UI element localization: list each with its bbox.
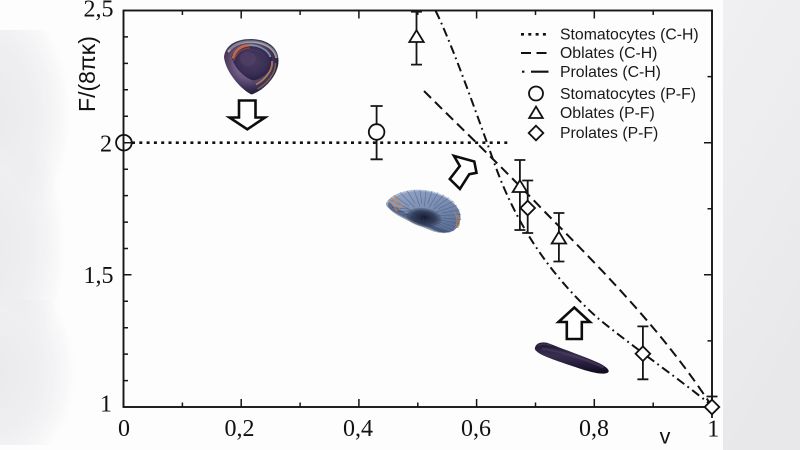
svg-text:2,5: 2,5: [84, 0, 114, 22]
svg-text:0: 0: [118, 416, 130, 442]
svg-text:0,4: 0,4: [343, 416, 373, 442]
svg-text:Oblates (C-H): Oblates (C-H): [560, 45, 657, 62]
svg-text:Prolates (C-H): Prolates (C-H): [560, 64, 661, 81]
svg-text:0,6: 0,6: [461, 416, 491, 442]
svg-text:Stomatocytes (C-H): Stomatocytes (C-H): [560, 27, 699, 44]
svg-text:F/(8πκ): F/(8πκ): [74, 36, 100, 112]
svg-text:v: v: [660, 425, 671, 449]
svg-text:1: 1: [100, 392, 112, 418]
svg-text:0,2: 0,2: [225, 416, 255, 442]
svg-text:2: 2: [100, 131, 112, 157]
svg-text:1: 1: [707, 417, 719, 443]
svg-text:0,8: 0,8: [579, 416, 609, 442]
svg-text:Stomatocytes (P-F): Stomatocytes (P-F): [560, 86, 696, 103]
svg-text:Oblates (P-F): Oblates (P-F): [560, 105, 655, 122]
svg-text:1,5: 1,5: [84, 263, 114, 289]
svg-text:Prolates (P-F): Prolates (P-F): [560, 125, 658, 142]
